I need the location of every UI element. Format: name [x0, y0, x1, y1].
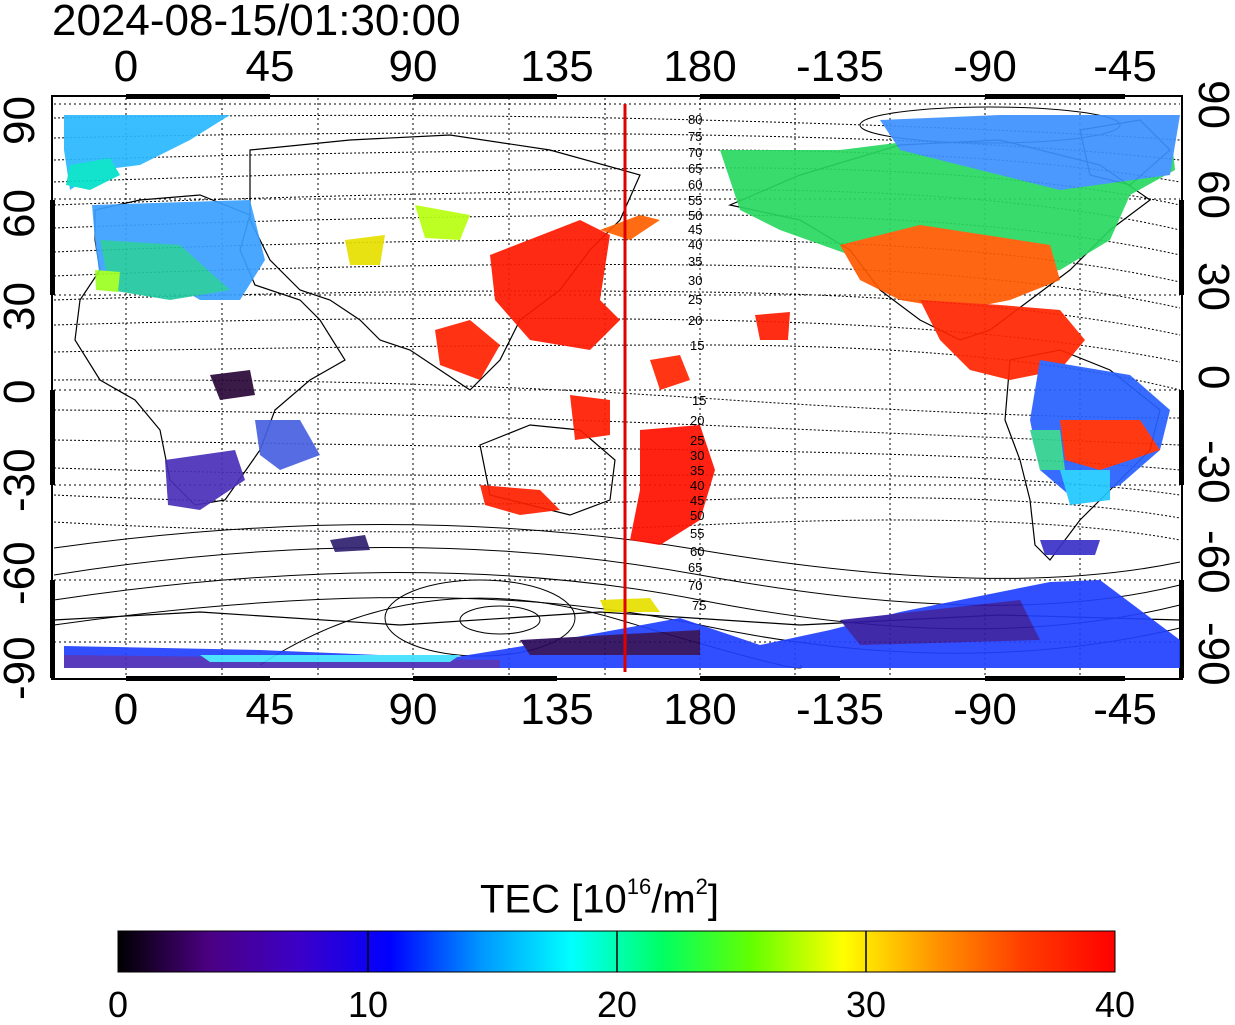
lon-tick-bottom: 135	[520, 685, 594, 734]
contour-label: 20	[688, 313, 702, 328]
map-title: 2024-08-15/01:30:00	[52, 0, 461, 45]
tec-map: 80 75 70 65 60 55 50 45 40 35 30 25 20 1…	[50, 94, 1184, 681]
contour-label: 55	[688, 193, 702, 208]
contour-label: 80	[688, 112, 702, 127]
contour-label: 35	[688, 254, 702, 269]
contour-label: 50	[690, 508, 704, 523]
lon-tick-bottom: 90	[388, 685, 438, 734]
contour-label: 65	[688, 161, 702, 176]
contour-label: 60	[688, 177, 702, 192]
contour-label: 15	[692, 393, 706, 408]
colorbar-tick: 0	[107, 984, 129, 1025]
lon-tick-top: 180	[663, 42, 737, 91]
colorbar-tick-marks	[367, 931, 867, 972]
contour-label: 30	[690, 448, 704, 463]
contour-label: 75	[692, 598, 706, 613]
colorbar-tick: 30	[845, 984, 887, 1025]
lon-tick-bottom: 180	[663, 685, 737, 734]
lon-tick-bottom: -90	[953, 685, 1017, 734]
lon-tick-top: -90	[953, 42, 1017, 91]
contour-label: 65	[688, 560, 702, 575]
contour-label: 45	[688, 222, 702, 237]
lon-tick-top: 90	[388, 42, 438, 91]
lon-tick-bottom: 45	[245, 685, 295, 734]
lon-tick-top: 135	[520, 42, 594, 91]
contour-label: 20	[690, 413, 704, 428]
contour-label: 15	[690, 338, 704, 353]
contour-label: 35	[690, 463, 704, 478]
contour-label: 25	[690, 433, 704, 448]
colorbar	[117, 930, 1116, 973]
asia-outline	[249, 134, 641, 391]
colorbar-tick: 20	[596, 984, 638, 1025]
lon-tick-bottom: 0	[113, 685, 139, 734]
lon-tick-top: 0	[113, 42, 139, 91]
contour-label: 55	[690, 526, 704, 541]
tec-patches	[64, 115, 1180, 668]
contour-label: 50	[688, 208, 702, 223]
lon-tick-top: -45	[1093, 42, 1157, 91]
contour-label: 40	[688, 237, 702, 252]
contour-label: 40	[690, 478, 704, 493]
lon-tick-bottom: -135	[795, 685, 885, 734]
lon-tick-top: 45	[245, 42, 295, 91]
lon-tick-bottom: -45	[1093, 685, 1157, 734]
colorbar-tick: 10	[347, 984, 389, 1025]
contour-labels: 80 75 70 65 60 55 50 45 40 35 30 25 20 1…	[688, 112, 706, 613]
contour-label: 30	[688, 273, 702, 288]
contour-label: 45	[690, 493, 704, 508]
colorbar-title: TEC [1016/m2]	[480, 874, 720, 922]
contour-label: 75	[688, 129, 702, 144]
contour-label: 70	[688, 578, 702, 593]
lon-tick-top: -135	[795, 42, 885, 91]
contour-label: 25	[688, 292, 702, 307]
contour-label: 70	[688, 145, 702, 160]
frame-border-marks	[50, 94, 1184, 681]
contour-label: 60	[690, 544, 704, 559]
south-america-outline	[1004, 349, 1161, 561]
colorbar-tick: 40	[1094, 984, 1136, 1025]
